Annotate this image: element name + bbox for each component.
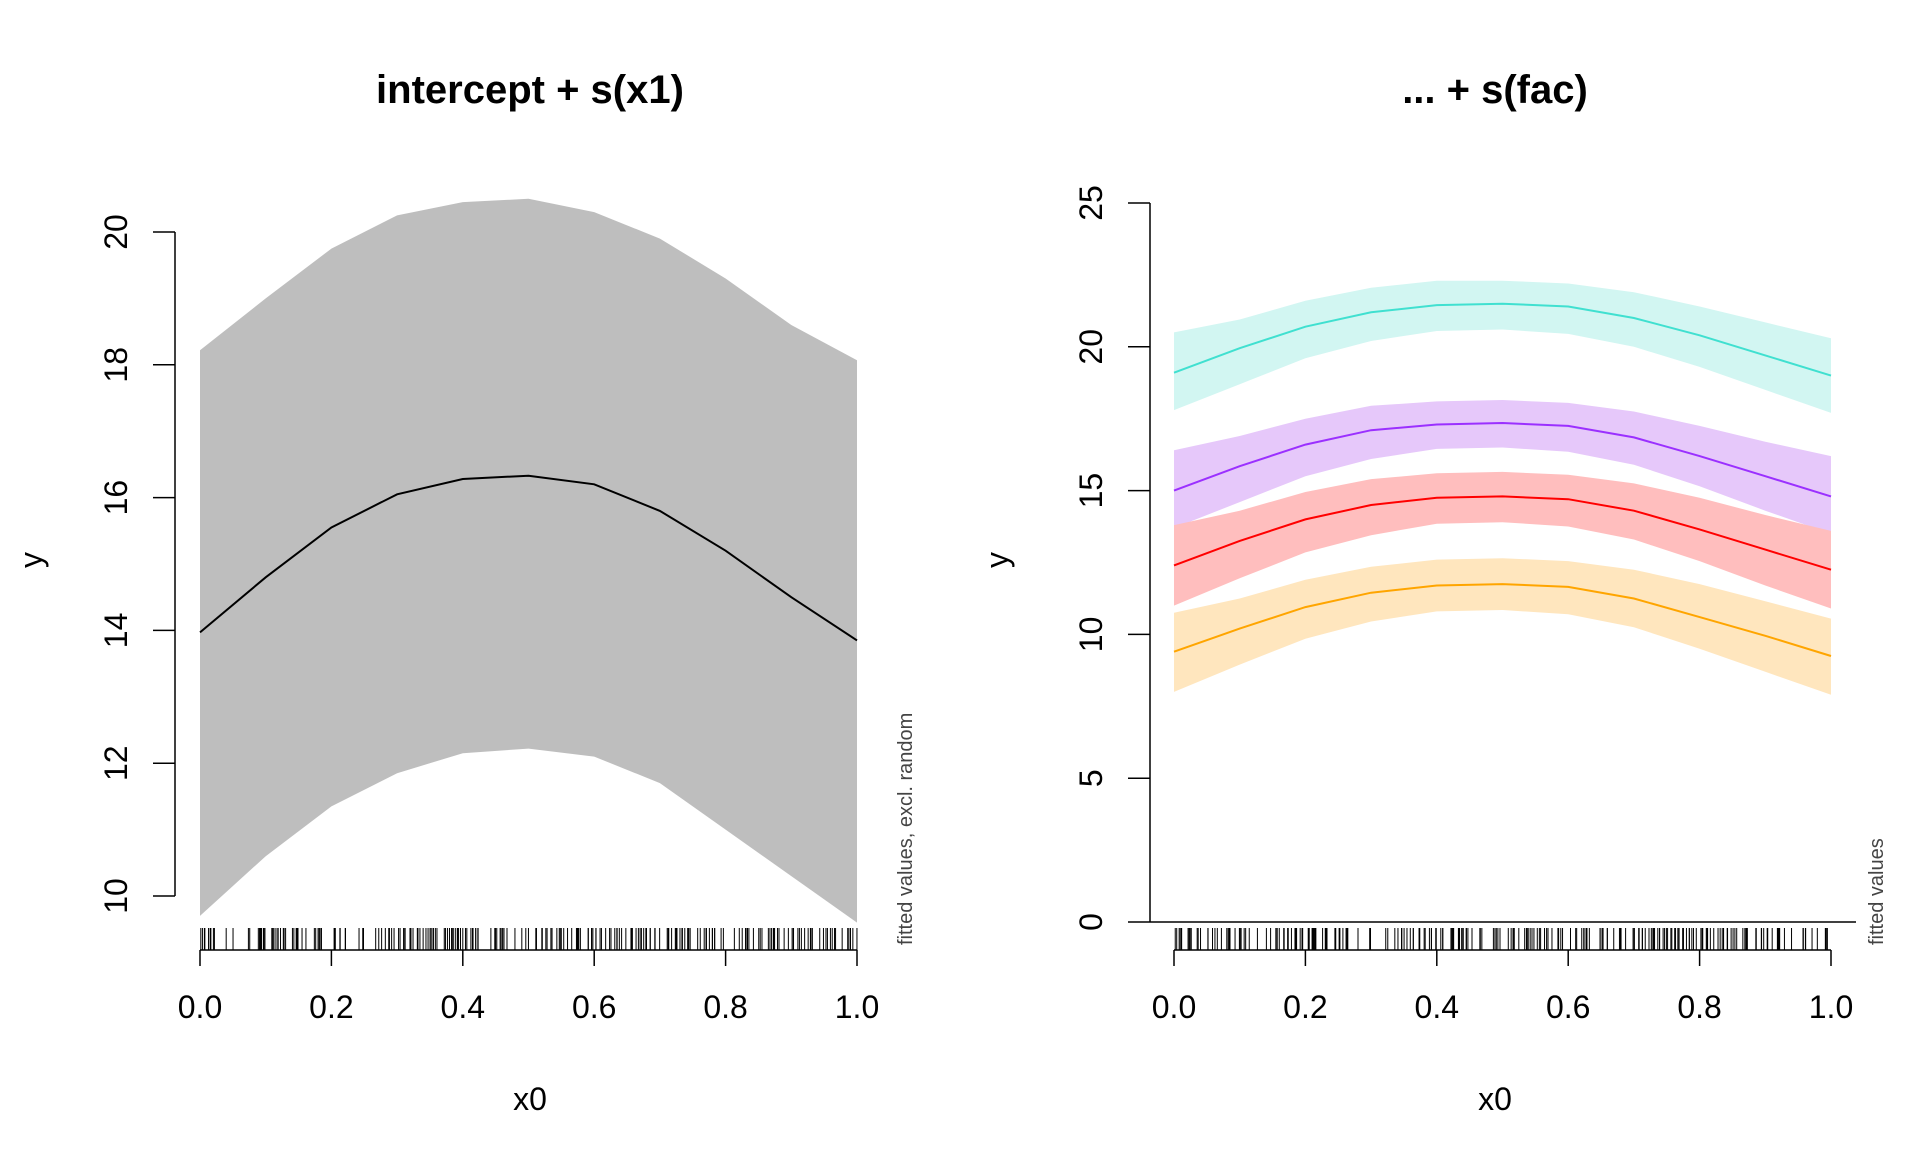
y-tick-label: 5 [1073,769,1109,787]
y-axis: 0 5 10 15 20 25 [1073,185,1856,931]
confidence-band-1 [1174,400,1831,534]
chart-title: intercept + s(x1) [376,68,684,112]
y-tick-label: 15 [1073,473,1109,509]
y-tick-label: 25 [1073,185,1109,221]
y-tick-label: 16 [98,480,134,516]
x-axis-label: x0 [513,1081,547,1117]
x-tick-label: 1.0 [835,989,879,1025]
y-tick-label: 18 [98,347,134,383]
rug-marks [1174,928,1828,950]
x-tick-label: 0.0 [178,989,222,1025]
y-axis: 10 12 14 16 18 20 [98,214,176,914]
x-tick-label: 0.2 [1283,989,1327,1025]
x-tick-label: 0.8 [703,989,747,1025]
side-note: fitted values, excl. random [895,713,917,945]
panel-fitted-excl-random: intercept + s(x1) x0 y fitted values, ex… [13,68,917,1117]
x-tick-label: 0.6 [572,989,616,1025]
x-axis: 0.0 0.2 0.4 0.6 0.8 1.0 [1152,949,1853,1025]
x-axis-label: x0 [1478,1081,1512,1117]
y-tick-label: 10 [98,878,134,914]
y-tick-label: 20 [98,214,134,250]
rug-marks [200,928,858,950]
y-tick-label: 14 [98,613,134,649]
panel-fitted-values: ... + s(fac) x0 y fitted values 0.0 0.2 0.… [979,68,1888,1117]
x-tick-label: 0.2 [309,989,353,1025]
y-axis-label: y [979,552,1015,568]
chart-title: ... + s(fac) [1402,68,1588,112]
x-tick-label: 0.4 [441,989,485,1025]
confidence-band-3 [1174,558,1831,695]
x-tick-label: 1.0 [1809,989,1853,1025]
x-axis: 0.0 0.2 0.4 0.6 0.8 1.0 [178,949,879,1025]
confidence-bands [200,198,857,923]
fit-line-0 [199,474,858,642]
y-tick-label: 12 [98,745,134,781]
confidence-bands [1174,280,1831,695]
x-tick-label: 0.0 [1152,989,1196,1025]
fit-line-1 [1173,421,1832,498]
y-tick-label: 0 [1073,913,1109,931]
y-tick-label: 20 [1073,329,1109,365]
confidence-band-0 [200,198,857,923]
x-tick-label: 0.4 [1415,989,1459,1025]
fit-lines [1173,302,1832,657]
confidence-band-2 [1174,471,1831,609]
y-tick-label: 10 [1073,617,1109,653]
x-tick-label: 0.6 [1546,989,1590,1025]
fit-lines [199,474,858,642]
y-axis-label: y [13,552,49,568]
fit-line-3 [1173,583,1832,657]
fit-line-0 [1173,302,1832,377]
side-note: fitted values [1866,838,1888,945]
confidence-band-0 [1174,280,1831,413]
x-tick-label: 0.8 [1677,989,1721,1025]
fit-line-2 [1173,495,1832,571]
